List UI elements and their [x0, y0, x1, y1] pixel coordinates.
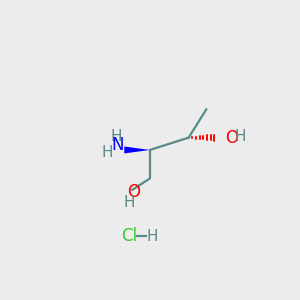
Text: H: H — [110, 129, 122, 144]
Polygon shape — [124, 146, 150, 153]
Text: N: N — [111, 136, 124, 154]
Text: H: H — [123, 195, 135, 210]
Text: O: O — [127, 182, 140, 200]
Text: Cl: Cl — [121, 227, 137, 245]
Text: H: H — [234, 129, 246, 144]
Text: H: H — [101, 145, 113, 160]
Text: H: H — [146, 229, 158, 244]
Text: O: O — [225, 129, 238, 147]
